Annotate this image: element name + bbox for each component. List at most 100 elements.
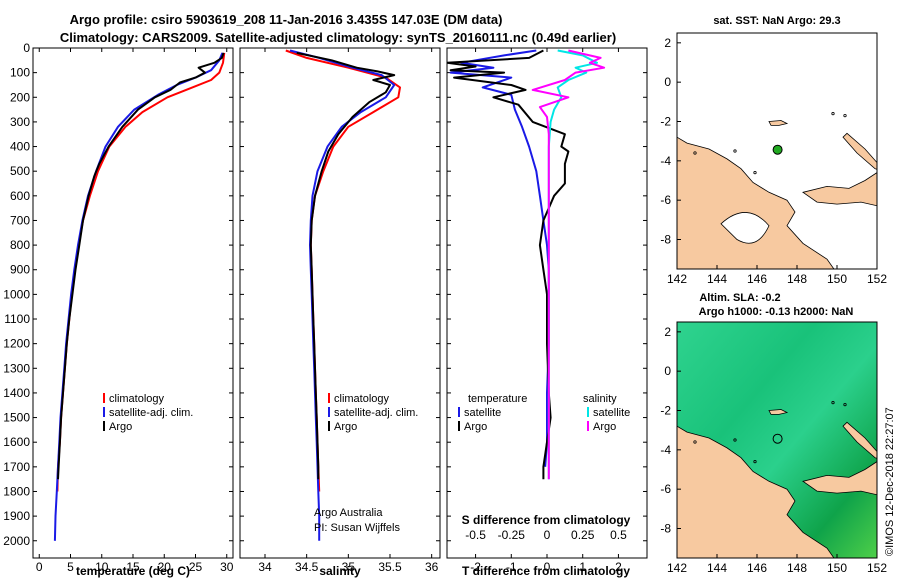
- sst-map-new-ireland-land: [842, 132, 877, 170]
- temperature-xtick-label-3: 15: [126, 560, 140, 574]
- difference-top-xtick-label-1: -0.25: [498, 528, 526, 542]
- difference-top-xtick-label-0: -0.5: [465, 528, 486, 542]
- salinity-legend-label-climatology: climatology: [334, 393, 390, 405]
- sla-map-islet-0: [733, 438, 737, 442]
- salinity-xtick-label-3: 35.5: [378, 560, 402, 574]
- sst-map-ytick-label-0: 2: [664, 36, 671, 50]
- difference-xtick-label-3: 1: [579, 560, 586, 574]
- temperature-ytick-label-13: 1300: [3, 361, 30, 375]
- salinity-xtick-label-2: 35: [342, 560, 356, 574]
- temperature-ytick-label-8: 800: [10, 238, 30, 252]
- sst-map-xtick-label-0: 142: [667, 272, 687, 286]
- difference-legend-temperature-label-satellite: satellite: [464, 407, 501, 419]
- credit-text: Argo Australia: [314, 507, 383, 519]
- difference-top-xtick-label-4: 0.5: [610, 528, 627, 542]
- temperature-ytick-label-16: 1600: [3, 435, 30, 449]
- temperature-ytick-label-19: 1900: [3, 509, 30, 523]
- sla-map-ytick-label-4: -6: [660, 482, 671, 496]
- difference-legend-salinity-label-argo: Argo: [593, 421, 616, 433]
- difference-top-xtick-label-3: 0.25: [571, 528, 595, 542]
- temperature-xtick-label-2: 10: [95, 560, 109, 574]
- difference-legend-left-title: temperature: [468, 393, 527, 405]
- temperature-xtick-label-1: 5: [67, 560, 74, 574]
- temperature-ytick-label-4: 400: [10, 140, 30, 154]
- sst-map-ytick-label-4: -6: [660, 193, 671, 207]
- title-line-2: Climatology: CARS2009. Satellite-adjuste…: [60, 30, 616, 45]
- temperature-xtick-label-0: 0: [36, 560, 43, 574]
- difference-panel: -2 -1 0 1 2 -0.5 -0.25 0 0.25 0.5 temperature salin…: [446, 47, 648, 578]
- temperature-xtick-label-6: 30: [220, 560, 234, 574]
- sst-map-islet-0: [733, 149, 737, 153]
- sst-map-argo-float-marker: [772, 144, 783, 155]
- sla-map-ytick-label-0: 2: [664, 325, 671, 339]
- salinity-axes-frame: [239, 47, 441, 559]
- difference-xtick-label-2: 0: [544, 560, 551, 574]
- sla-map-ytick-label-2: -2: [660, 404, 671, 418]
- sst-map-islet-3: [843, 114, 847, 118]
- temperature-xtick-label-4: 20: [158, 560, 172, 574]
- sst-map-ytick-label-1: 0: [664, 75, 671, 89]
- temperature-ytick-label-3: 300: [10, 115, 30, 129]
- temperature-ytick-label-12: 1200: [3, 337, 30, 351]
- pi-text: PI: Susan Wijffels: [314, 522, 400, 534]
- sla-map-xtick-label-2: 146: [747, 561, 767, 575]
- sla-map-panel: Altim. SLA: -0.2 Argo h1000: -0.13 h2000…: [660, 292, 887, 575]
- temperature-series-argo: [57, 52, 225, 480]
- sla-map-xtick-label-5: 152: [867, 561, 887, 575]
- difference-xtick-label-4: 2: [615, 560, 622, 574]
- sst-map-islet-1: [753, 171, 757, 175]
- sla-map-new-guinea-land: [677, 425, 835, 558]
- sla-map-islet-4: [693, 440, 697, 444]
- salinity-xlabel: salinity: [319, 564, 361, 578]
- sla-map-ytick-label-3: -4: [660, 443, 671, 457]
- temperature-ytick-label-2: 200: [10, 90, 30, 104]
- sst-map-islet-4: [693, 151, 697, 155]
- sla-map-ytick-label-1: 0: [664, 364, 671, 378]
- temperature-ytick-label-1: 100: [10, 66, 30, 80]
- sst-map-xtick-label-5: 152: [867, 272, 887, 286]
- sla-map-new-ireland-land: [842, 421, 877, 459]
- sst-map-ytick-label-2: -2: [660, 115, 671, 129]
- temperature-ytick-label-17: 1700: [3, 460, 30, 474]
- salinity-legend-label-argo: Argo: [334, 421, 357, 433]
- sst-map-islet-2: [831, 112, 835, 116]
- sla-map-islet-3: [843, 402, 847, 407]
- sst-map-xtick-label-1: 144: [707, 272, 727, 286]
- sst-map-frame: [676, 32, 878, 270]
- salinity-xtick-label-0: 34: [258, 560, 272, 574]
- temperature-ytick-label-9: 900: [10, 263, 30, 277]
- difference-xtick-label-1: -1: [506, 560, 517, 574]
- imos-watermark: ©IMOS 12-Dec-2018 22:27:07: [884, 407, 896, 556]
- sst-map-new-guinea-land: [677, 136, 835, 269]
- temperature-ytick-label-5: 500: [10, 164, 30, 178]
- difference-xlabel: T difference from climatology: [462, 564, 630, 578]
- sst-map-xtick-label-4: 150: [827, 272, 847, 286]
- temperature-ytick-label-6: 600: [10, 189, 30, 203]
- sla-map-frame: [676, 321, 878, 559]
- salinity-xtick-label-1: 34.5: [295, 560, 319, 574]
- difference-top-xlabel: S difference from climatology: [462, 513, 631, 527]
- sla-map-xtick-label-4: 150: [827, 561, 847, 575]
- difference-top-xtick-label-2: 0: [544, 528, 551, 542]
- sst-map-new-britain-land: [802, 172, 877, 207]
- sst-map-title: sat. SST: NaN Argo: 29.3: [713, 15, 840, 27]
- salinity-panel: 34 34.5 35 35.5 36 climatology satellite-adj. …: [239, 47, 441, 578]
- temperature-ytick-label-15: 1500: [3, 411, 30, 425]
- sst-map-xtick-label-3: 148: [787, 272, 807, 286]
- sla-map-xtick-label-3: 148: [787, 561, 807, 575]
- sla-map-islet-1: [753, 460, 757, 464]
- difference-legend-salinity-label-satellite: satellite: [593, 407, 630, 419]
- sst-map-xtick-label-2: 146: [747, 272, 767, 286]
- temperature-ytick-label-20: 2000: [3, 534, 30, 548]
- sla-map-xtick-label-1: 144: [707, 561, 727, 575]
- temperature-ytick-label-11: 1100: [4, 312, 30, 326]
- temperature-xtick-label-5: 25: [189, 560, 203, 574]
- temperature-legend-label-argo: Argo: [109, 421, 132, 433]
- temperature-panel: 0 5 10 15 20 25 300100200300400500600700800900…: [3, 41, 233, 578]
- sla-map-new-britain-land: [802, 461, 877, 496]
- sla-map-argo-float-marker: [772, 433, 783, 444]
- title-line-1: Argo profile: csiro 5903619_208 11-Jan-2…: [70, 12, 503, 27]
- sla-map-manus-island: [768, 409, 789, 415]
- salinity-xtick-label-4: 36: [425, 560, 439, 574]
